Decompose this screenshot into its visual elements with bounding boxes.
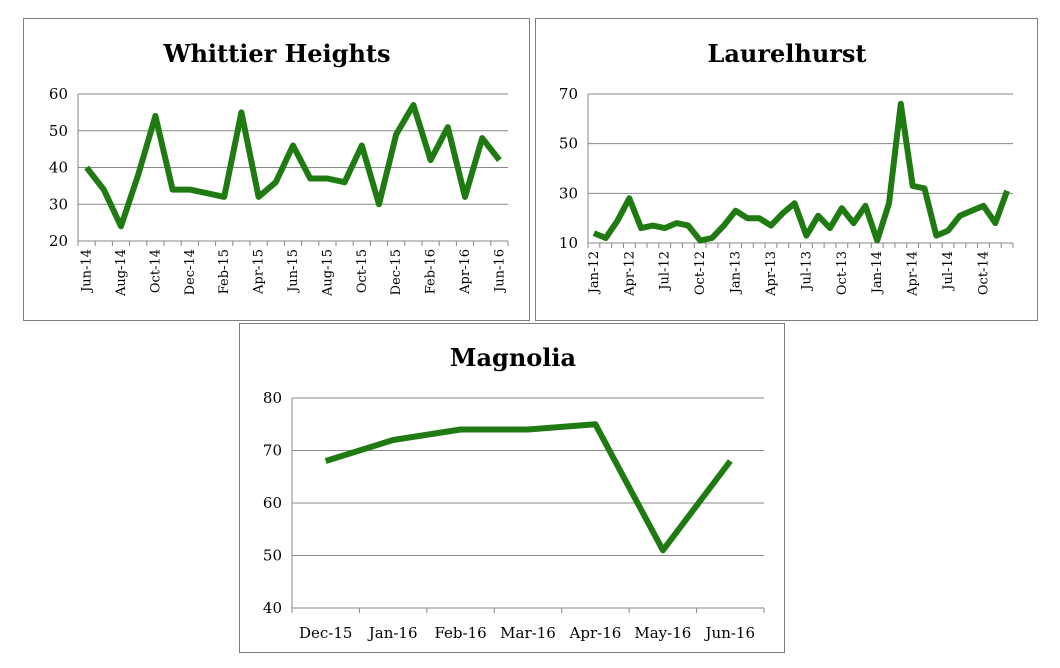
x-tick-label: Oct-14 [976, 251, 991, 295]
y-tick-label: 40 [49, 159, 68, 177]
x-tick-label: Jul-14 [941, 251, 956, 292]
x-tick-label: Dec-14 [183, 249, 198, 295]
x-tick-label: Aug-14 [114, 249, 129, 297]
x-tick-label: Dec-15 [389, 249, 404, 295]
y-tick-label: 70 [263, 442, 282, 460]
x-tick-label: Aug-15 [320, 249, 335, 297]
x-tick-label: Dec-15 [299, 624, 352, 642]
x-tick-label: Jan-14 [870, 251, 885, 295]
x-tick-label: Jun-16 [704, 624, 756, 642]
y-tick-label: 20 [49, 232, 68, 250]
y-tick-label: 50 [49, 122, 68, 140]
x-tick-label: Oct-12 [693, 251, 708, 295]
y-tick-label: 60 [263, 494, 282, 512]
chart-panel-laurelhurst: Laurelhurst 10 30 50 70 Jan-12 Apr-12 Jul-12 Oc… [535, 18, 1038, 321]
y-tick-label: 40 [263, 599, 282, 617]
x-tick-label: Feb-16 [434, 624, 486, 642]
x-tick-label: Apr-12 [622, 251, 637, 297]
gridlines [292, 397, 764, 556]
series-line [592, 100, 1010, 244]
y-tick-label: 60 [49, 85, 68, 103]
y-tick-label: 50 [263, 547, 282, 565]
series-layer [592, 100, 1010, 244]
x-tick-label: Oct-13 [835, 251, 850, 295]
chart-title: Whittier Heights [163, 39, 391, 68]
x-tick-label: Mar-16 [500, 624, 556, 642]
x-tick-label: Apr-14 [906, 251, 921, 297]
y-tick-label: 50 [559, 135, 578, 153]
series-layer [84, 102, 502, 230]
y-tick-label: 30 [559, 184, 578, 202]
chart-svg-magnolia: Magnolia 40 50 60 70 80 Dec-15 Jan-16 Feb-16 Mar… [263, 343, 765, 642]
x-tick-label: Jul-12 [658, 251, 673, 292]
x-tick-label: Apr-13 [764, 251, 779, 297]
tick-labels: 10 30 50 70 Jan-12 Apr-12 Jul-12 Oct-12 Jan-13 Ap… [559, 85, 992, 297]
x-tick-label: Feb-15 [217, 249, 232, 294]
chart-svg-laurelhurst: Laurelhurst 10 30 50 70 Jan-12 Apr-12 Jul-12 Oc… [559, 39, 1014, 297]
gridlines [588, 93, 1013, 194]
x-tick-label: Jun-16 [492, 249, 507, 294]
x-tick-label: Jan-13 [729, 251, 744, 295]
x-tick-label: May-16 [634, 624, 691, 642]
chart-svg-whittier-heights: Whittier Heights 20 30 40 50 60 Jun-14 Aug-14 O… [49, 39, 509, 297]
x-tick-label: Jul-13 [799, 251, 814, 292]
chart-title: Laurelhurst [707, 39, 866, 68]
series-line [84, 102, 502, 230]
axes [291, 398, 765, 613]
x-tick-label: Apr-16 [569, 624, 622, 642]
chart-panel-magnolia: Magnolia 40 50 60 70 80 Dec-15 Jan-16 Feb-16 Mar… [239, 323, 785, 653]
x-tick-label: Jan-16 [367, 624, 418, 642]
chart-panel-whittier-heights: Whittier Heights 20 30 40 50 60 Jun-14 Aug-14 O… [23, 18, 530, 321]
x-tick-label: Jan-12 [587, 251, 602, 295]
axes [587, 94, 1014, 248]
x-tick-label: Apr-15 [252, 249, 267, 295]
chart-title: Magnolia [450, 343, 576, 372]
axes [77, 94, 509, 246]
series-layer [324, 421, 733, 554]
y-tick-label: 30 [49, 195, 68, 213]
x-tick-label: Oct-14 [148, 249, 163, 293]
x-tick-label: Feb-16 [424, 249, 439, 294]
y-tick-label: 70 [559, 85, 578, 103]
y-tick-label: 80 [263, 389, 282, 407]
x-tick-label: Jun-14 [80, 249, 95, 294]
x-tick-label: Apr-16 [458, 249, 473, 295]
tick-labels: 40 50 60 70 80 Dec-15 Jan-16 Feb-16 Mar-16 Apr-16… [263, 389, 755, 642]
x-tick-label: Oct-15 [355, 249, 370, 293]
series-line [324, 421, 733, 554]
tick-labels: 20 30 40 50 60 Jun-14 Aug-14 Oct-14 Dec-14 Feb-15… [49, 85, 507, 297]
y-tick-label: 10 [559, 234, 578, 252]
x-tick-label: Jun-15 [286, 249, 301, 294]
